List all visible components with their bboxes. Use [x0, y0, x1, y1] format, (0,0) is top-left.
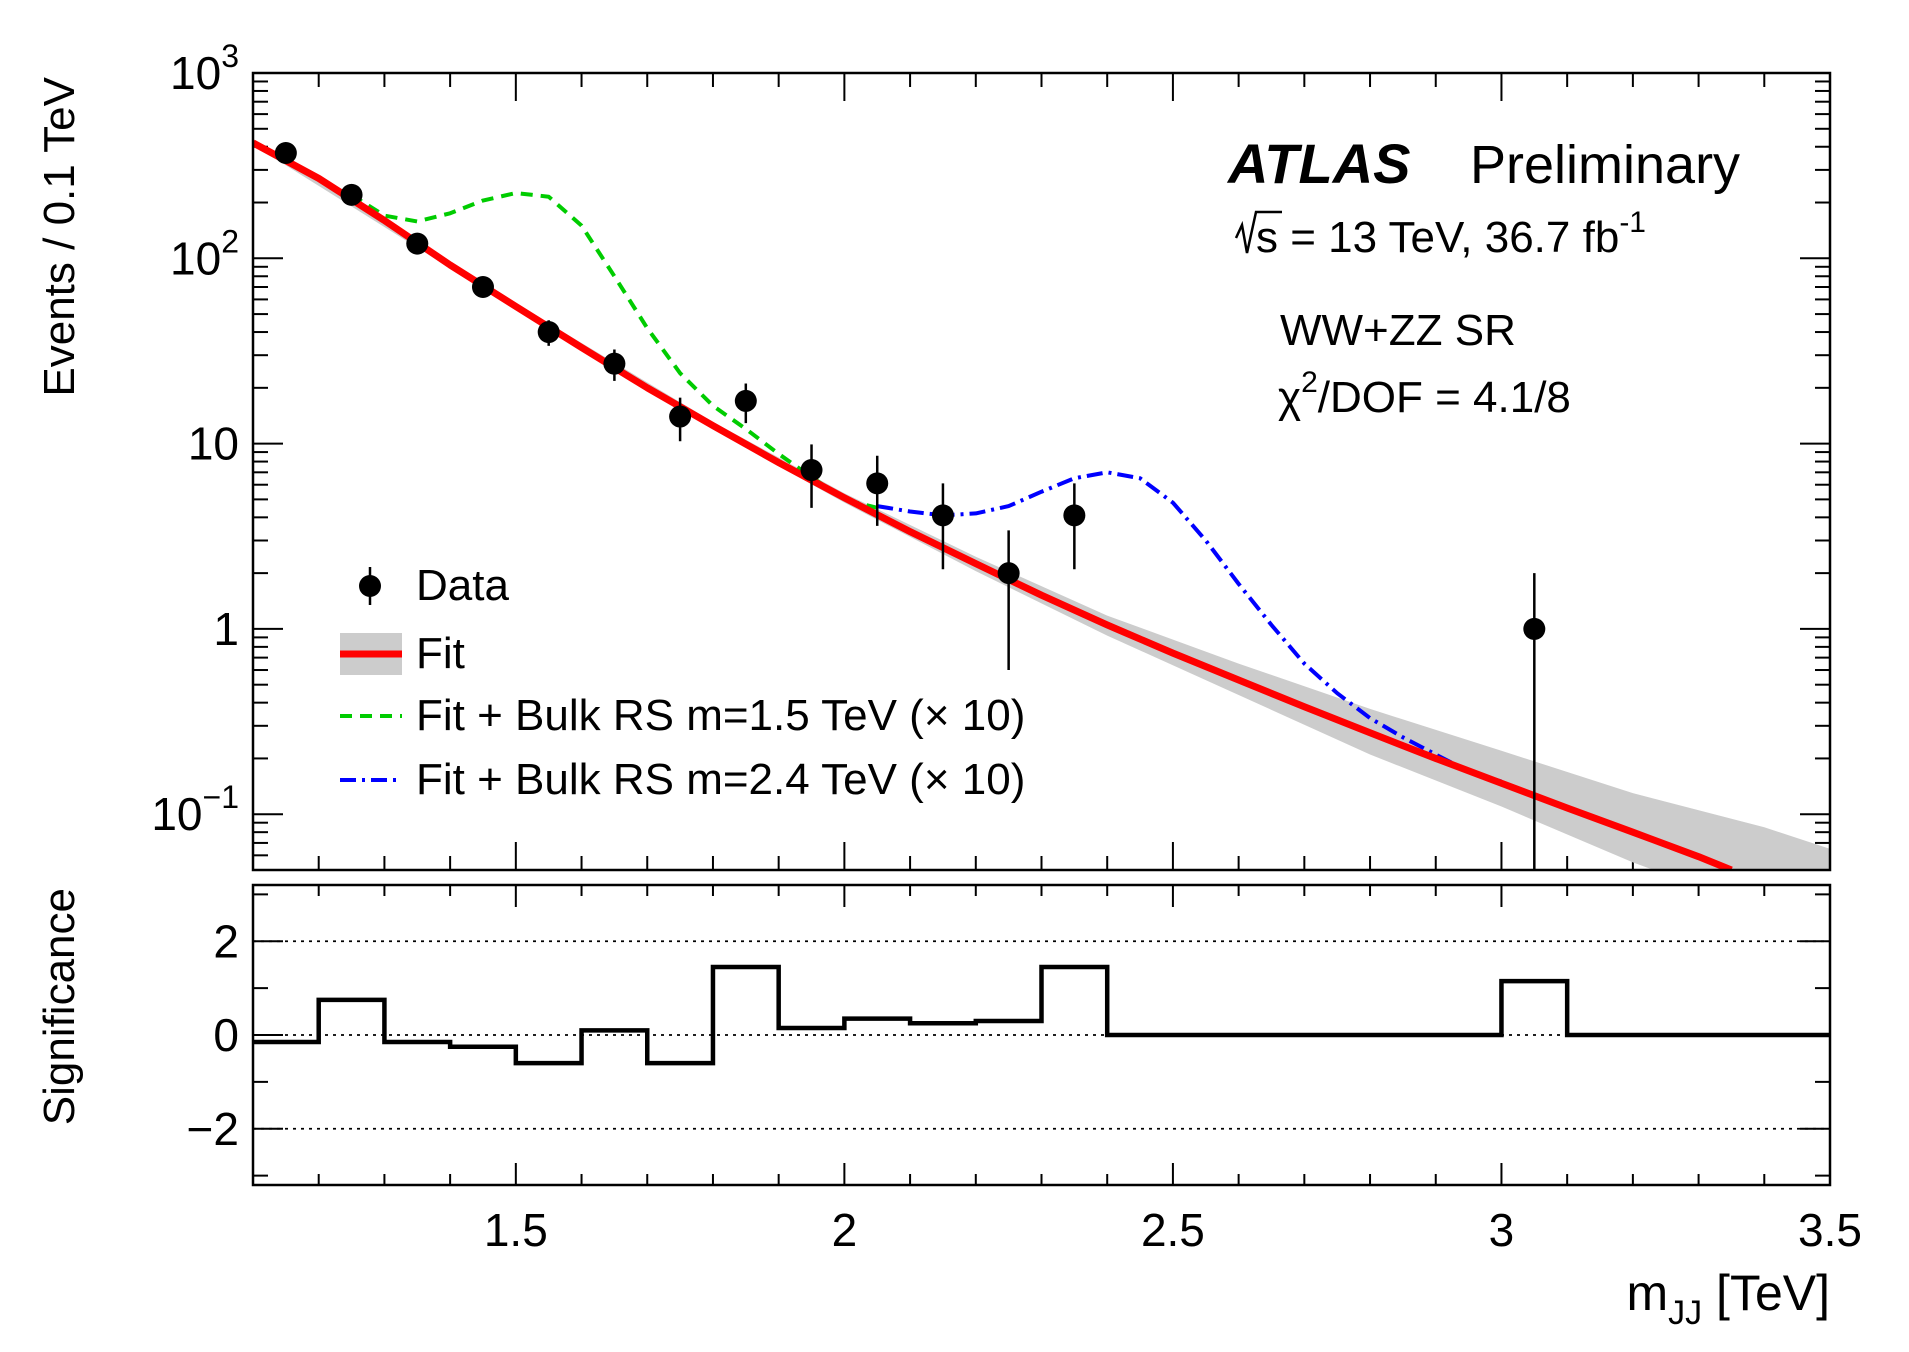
data-point	[406, 232, 429, 255]
ratio-y-tick-label: 2	[213, 915, 239, 967]
preliminary-label: Preliminary	[1470, 135, 1740, 195]
ratio-y-axis-label: Significance	[35, 888, 84, 1125]
data-point	[1063, 504, 1086, 527]
legend-fit-label: Fit	[416, 629, 465, 678]
main-y-tick-label: 10−1	[151, 779, 239, 840]
data-points-layer	[274, 142, 1546, 870]
data-point	[997, 562, 1020, 585]
energy-label: s = 13 TeV, 36.7 fb-1	[1234, 206, 1646, 262]
signal-curve-1p5-tev	[350, 191, 878, 510]
main-y-axis-label: Events / 0.1 TeV	[35, 76, 84, 396]
data-point	[340, 183, 363, 206]
ratio-axis-ticks	[252, 885, 1831, 1185]
x-axis-label-sub: JJ	[1668, 1294, 1702, 1332]
main-plot-frame	[251, 71, 1832, 872]
region-label: WW+ZZ SR	[1280, 306, 1516, 355]
legend-data-marker	[359, 575, 381, 597]
data-point	[1523, 617, 1546, 640]
legend-blue-label: Fit + Bulk RS m=2.4 TeV (× 10)	[416, 755, 1025, 804]
sqrt-symbol	[1234, 210, 1282, 254]
energy-exponent: -1	[1619, 206, 1646, 239]
legend: Data Fit Fit + Bulk RS m=1.5 TeV (× 10) …	[340, 561, 1025, 804]
ratio-y-tick-label: −2	[187, 1103, 239, 1155]
chi2-label: χ2/DOF = 4.1/8	[1278, 366, 1571, 422]
main-y-tick-labels: 10−1 1 10 102 103	[151, 38, 239, 840]
x-axis-label-base: m	[1627, 1265, 1669, 1321]
x-axis-label-unit: [TeV]	[1702, 1265, 1830, 1321]
legend-data-label: Data	[416, 561, 509, 610]
ratio-plot-frame	[251, 883, 1832, 1187]
legend-entry-green: Fit + Bulk RS m=1.5 TeV (× 10)	[340, 691, 1025, 740]
ratio-y-tick-label: 0	[213, 1009, 239, 1061]
legend-green-label: Fit + Bulk RS m=1.5 TeV (× 10)	[416, 691, 1025, 740]
chi-exponent: 2	[1301, 366, 1318, 399]
main-y-tick-label: 1	[213, 603, 239, 655]
x-tick-label: 3	[1489, 1204, 1515, 1256]
signal-curve-2p4-tev	[876, 470, 1503, 784]
data-point	[471, 276, 494, 299]
legend-entry-blue: Fit + Bulk RS m=2.4 TeV (× 10)	[340, 755, 1025, 804]
x-axis-label: mJJ [TeV]	[1627, 1265, 1831, 1332]
data-point	[800, 459, 823, 482]
energy-text: = 13 TeV, 36.7 fb	[1278, 213, 1619, 262]
x-tick-label: 1.5	[484, 1204, 548, 1256]
data-point	[734, 389, 757, 412]
chi-symbol: χ	[1278, 373, 1301, 422]
chi-text: /DOF = 4.1/8	[1318, 373, 1571, 422]
data-point	[537, 321, 560, 344]
data-point	[603, 352, 626, 375]
x-tick-label: 3.5	[1798, 1204, 1862, 1256]
x-tick-labels: 1.5 2 2.5 3 3.5	[484, 1204, 1862, 1256]
data-point	[866, 472, 889, 495]
ratio-y-tick-labels: −2 0 2	[187, 915, 239, 1155]
energy-prefix: s	[1256, 213, 1278, 262]
data-point	[931, 504, 954, 527]
significance-step-layer	[253, 964, 1830, 1066]
main-y-tick-label: 10	[188, 418, 239, 470]
main-y-tick-label: 102	[170, 223, 239, 284]
data-point	[669, 405, 692, 428]
legend-entry-data: Data	[359, 561, 509, 610]
main-y-tick-label: 103	[170, 38, 239, 99]
svg-text:s = 13 TeV, 36.7 fb-1: s = 13 TeV, 36.7 fb-1	[1256, 206, 1646, 262]
signal-curves-layer	[350, 191, 1503, 784]
data-point	[274, 142, 297, 165]
x-tick-label: 2.5	[1141, 1204, 1205, 1256]
x-tick-label: 2	[832, 1204, 858, 1256]
legend-entry-fit: Fit	[340, 629, 465, 678]
atlas-label: ATLAS	[1226, 132, 1411, 195]
significance-step-line	[253, 964, 1830, 1066]
